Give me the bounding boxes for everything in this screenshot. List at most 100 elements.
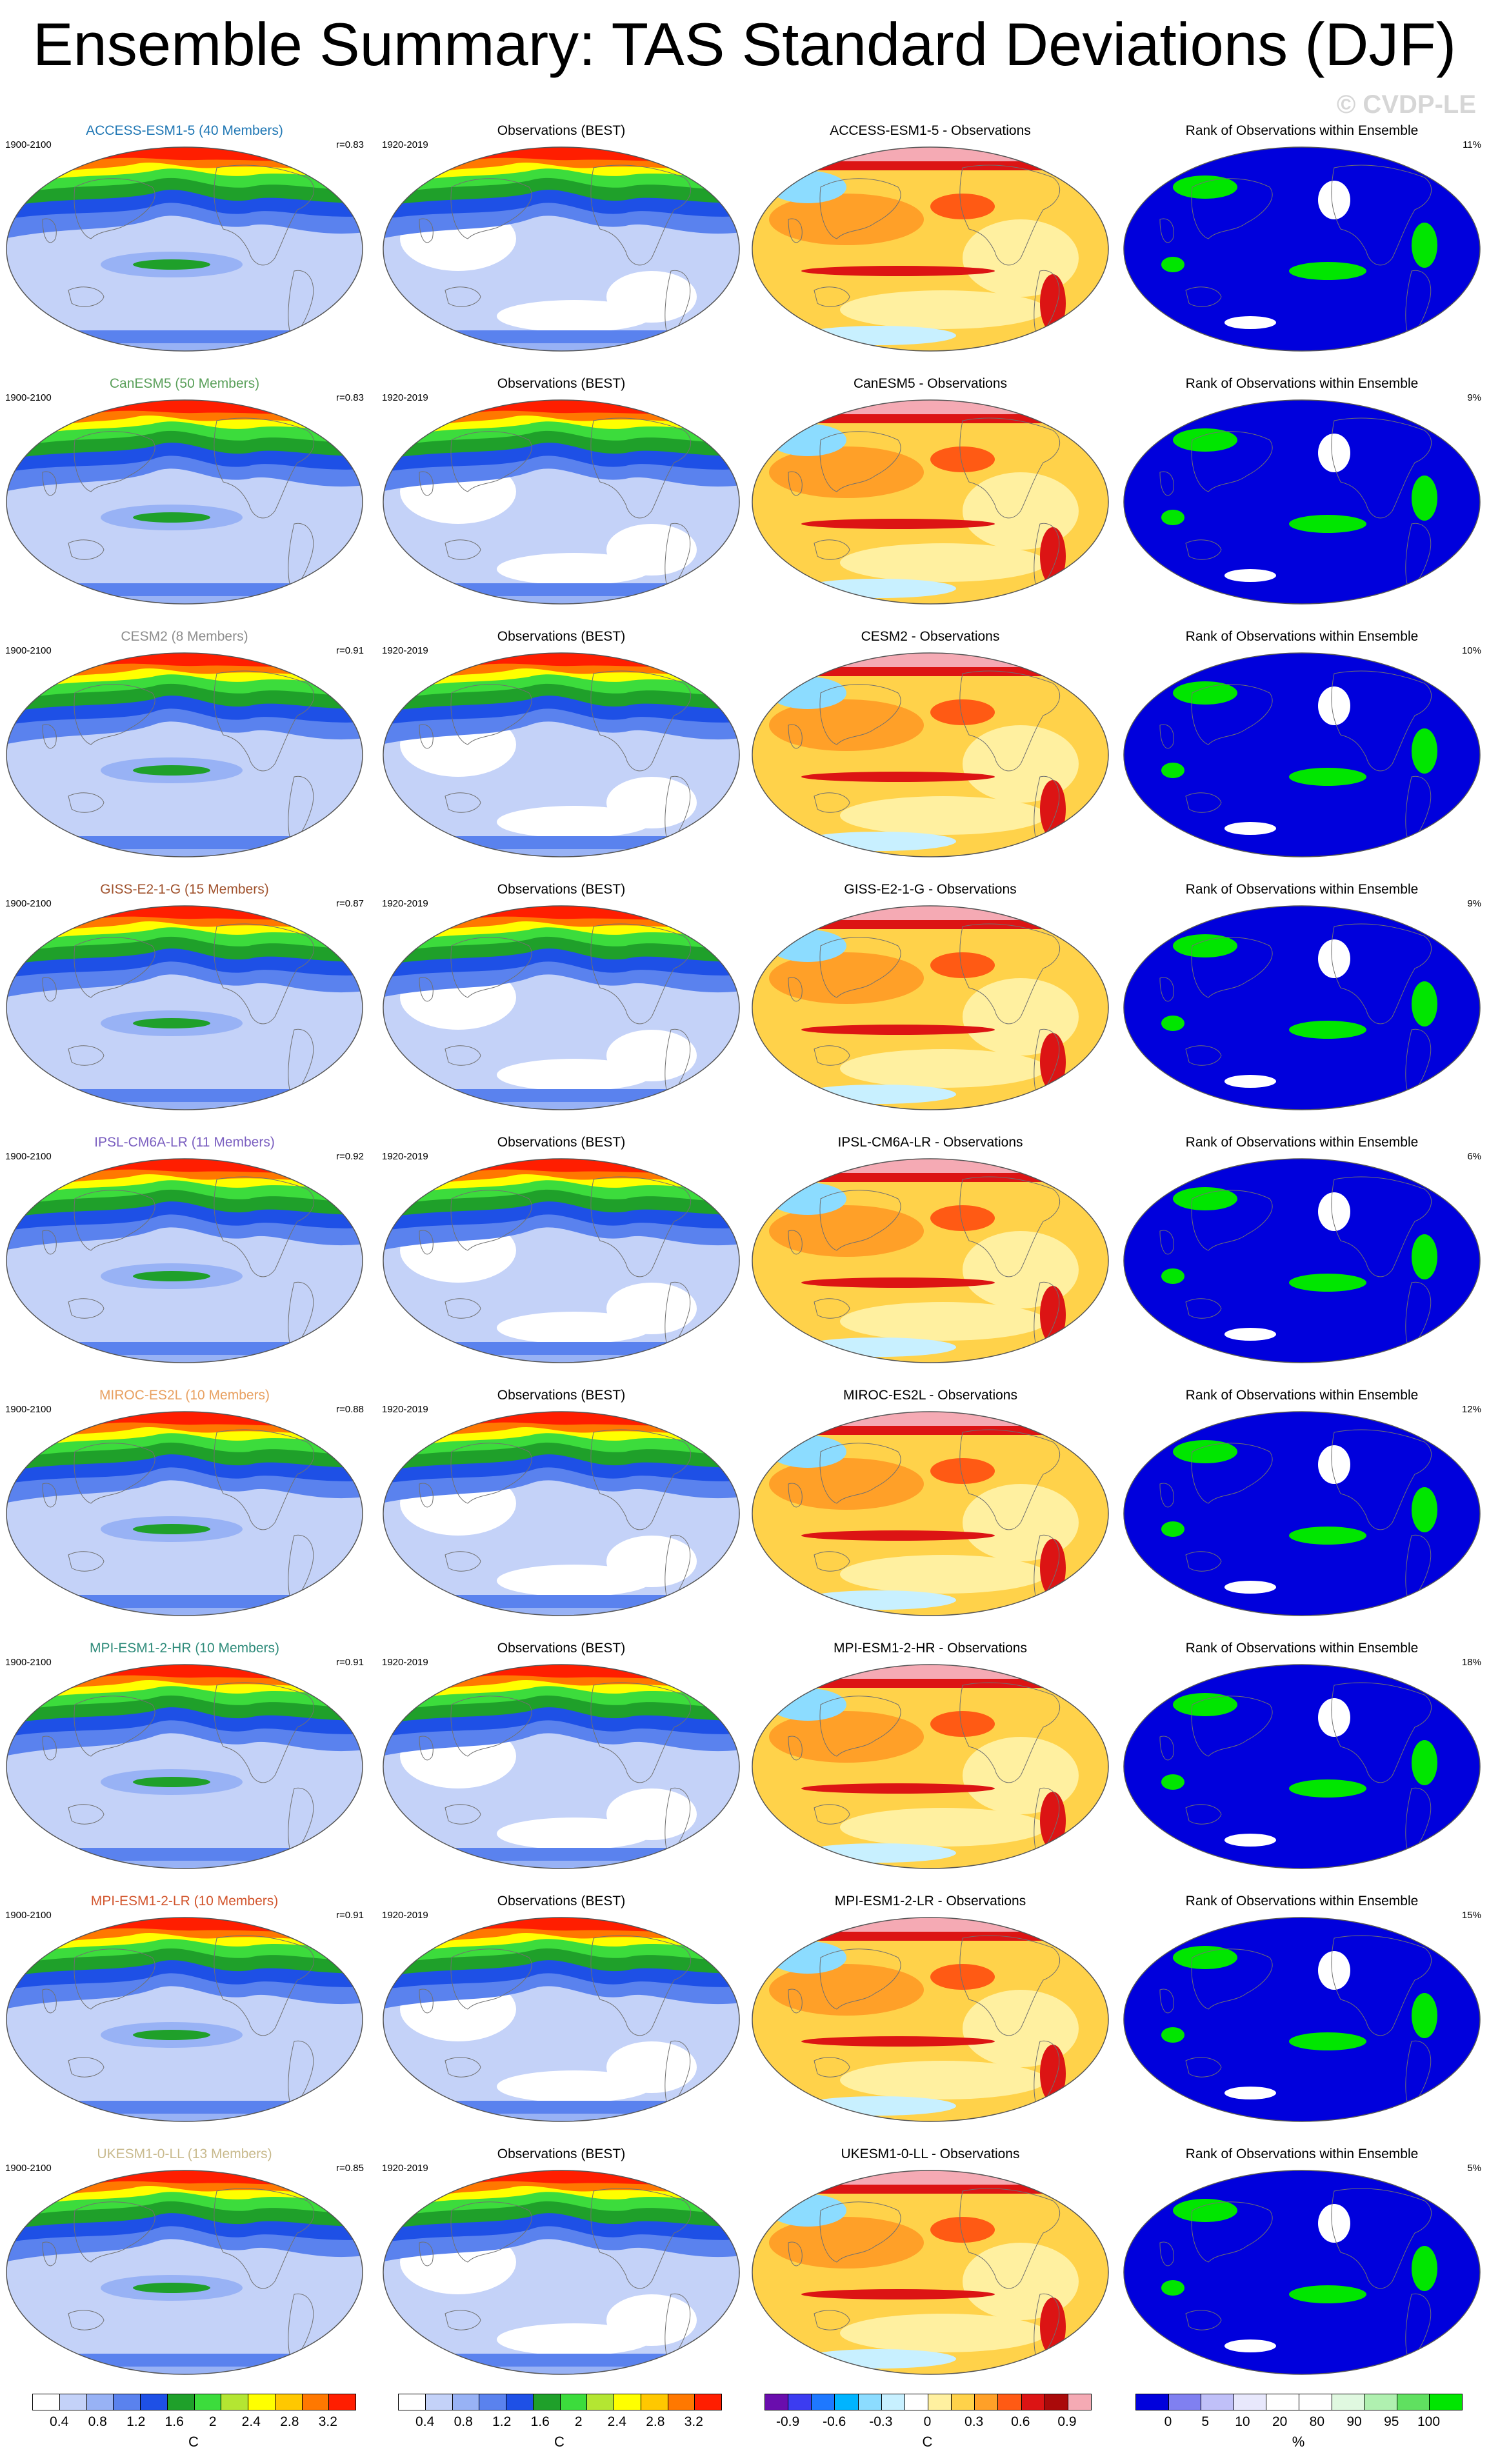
colorbar-swatch [248,2394,275,2410]
diff-map [752,905,1109,1110]
colorbar-swatch [506,2394,534,2410]
obs-map [383,1917,740,2122]
std-map [6,399,363,605]
diff-map [752,1411,1109,1616]
colorbar-tick-label: 0.3 [964,2414,984,2429]
rank-title: Rank of Observations within Ensemble [1185,1894,1419,1908]
model-title: GISS-E2-1-G (15 Members) [100,882,269,897]
period-label: 1900-2100 [5,1910,52,1921]
map-panel-rank: Rank of Observations within Ensemble 18% [1121,1640,1483,1893]
colorbar-swatch [975,2394,999,2410]
period-label: 1900-2100 [5,898,52,909]
difference-title: ACCESS-ESM1-5 - Observations [830,123,1031,138]
colorbar-swatch [614,2394,641,2410]
period-label: 1900-2100 [5,2163,52,2174]
colorbar-swatch [1299,2394,1332,2410]
colorbar-tick-label: 0 [923,2414,932,2429]
panel-row: MPI-ESM1-2-LR (10 Members) 1900-2100 r=0.9… [0,1893,1489,2146]
map-panel-obs: Observations (BEST) 1920-2019 [381,881,742,1134]
diff-map [752,1158,1109,1363]
rank-map [1123,1158,1481,1363]
rank-title: Rank of Observations within Ensemble [1185,2147,1419,2161]
colorbar-tick-label: 90 [1346,2414,1362,2429]
observations-title: Observations (BEST) [497,882,626,897]
period-label: 1900-2100 [5,645,52,656]
difference-title: GISS-E2-1-G - Observations [844,882,1017,897]
colorbar-swatch [33,2394,60,2410]
colorbar-swatch [275,2394,303,2410]
colorbar-tick-label: 1.6 [530,2414,550,2429]
colorbar-tick-label: 2.4 [607,2414,626,2429]
colorbar-unit: C [188,2434,199,2450]
rank-map [1123,2170,1481,2375]
colorbar-swatch [1136,2394,1169,2410]
period-label: 1900-2100 [5,392,52,403]
panel-row: MPI-ESM1-2-HR (10 Members) 1900-2100 r=0.9… [0,1640,1489,1893]
rank-percent: 9% [1467,392,1481,403]
map-panel-std: MPI-ESM1-2-LR (10 Members) 1900-2100 r=0.9… [4,1893,365,2146]
colorbar-swatch [904,2394,928,2410]
rank-percent: 11% [1463,139,1481,150]
map-panel-obs: Observations (BEST) 1920-2019 [381,376,742,628]
colorbar-std-obs: 0.4 0.8 1.2 1.6 2 2.4 2.8 3.2 C [398,2394,722,2458]
period-label: 1920-2019 [382,1657,428,1668]
rank-map [1123,1917,1481,2122]
colorbar-std-model: 0.4 0.8 1.2 1.6 2 2.4 2.8 3.2 C [32,2394,356,2458]
colorbar-swatches [398,2394,722,2410]
observations-title: Observations (BEST) [497,1641,626,1656]
model-title: ACCESS-ESM1-5 (40 Members) [86,123,283,138]
colorbar-swatch [1364,2394,1397,2410]
period-label: 1920-2019 [382,392,428,403]
period-label: 1920-2019 [382,1404,428,1415]
panel-row: IPSL-CM6A-LR (11 Members) 1900-2100 r=0.92… [0,1134,1489,1387]
map-panel-std: IPSL-CM6A-LR (11 Members) 1900-2100 r=0.92 [4,1134,365,1387]
colorbar-swatch [59,2394,87,2410]
period-label: 1900-2100 [5,1404,52,1415]
difference-title: CanESM5 - Observations [853,376,1008,391]
period-label: 1920-2019 [382,139,428,150]
colorbar-swatch [452,2394,480,2410]
colorbar-swatch [533,2394,561,2410]
map-panel-std: UKESM1-0-LL (13 Members) 1900-2100 r=0.85 [4,2146,365,2399]
colorbar-tick-label: 3.2 [318,2414,337,2429]
observations-title: Observations (BEST) [497,123,626,138]
period-label: 1900-2100 [5,1151,52,1162]
page-title: Ensemble Summary: TAS Standard Deviation… [32,10,1457,78]
colorbar-tick-label: 20 [1272,2414,1288,2429]
rank-map [1123,1411,1481,1616]
colorbar-swatches [1135,2394,1463,2410]
std-map [6,1664,363,1869]
colorbar-swatch [1430,2394,1462,2410]
colorbar-swatches [764,2394,1092,2410]
map-panel-rank: Rank of Observations within Ensemble 11% [1121,123,1483,376]
pattern-correlation: r=0.91 [336,1910,364,1921]
colorbar-swatch [858,2394,882,2410]
rank-title: Rank of Observations within Ensemble [1185,629,1419,644]
map-panel-diff: MPI-ESM1-2-HR - Observations [750,1640,1111,1893]
observations-title: Observations (BEST) [497,1388,626,1403]
colorbar-tick-label: 2.8 [280,2414,299,2429]
pattern-correlation: r=0.87 [336,898,364,909]
map-panel-rank: Rank of Observations within Ensemble 10% [1121,628,1483,881]
panel-row: UKESM1-0-LL (13 Members) 1900-2100 r=0.85 O… [0,2146,1489,2399]
map-panel-rank: Rank of Observations within Ensemble 5% [1121,2146,1483,2399]
colorbar-swatch [425,2394,453,2410]
colorbar-tick-label: 100 [1417,2414,1441,2429]
map-panel-std: CanESM5 (50 Members) 1900-2100 r=0.83 [4,376,365,628]
colorbar-swatch [1332,2394,1365,2410]
colorbar-tick-label: 95 [1384,2414,1399,2429]
obs-map [383,2170,740,2375]
model-title: IPSL-CM6A-LR (11 Members) [94,1135,275,1150]
rank-title: Rank of Observations within Ensemble [1185,123,1419,138]
colorbar-tick-label: 5 [1201,2414,1210,2429]
map-panel-obs: Observations (BEST) 1920-2019 [381,1387,742,1640]
colorbar-tick-label: 0.6 [1011,2414,1030,2429]
observations-title: Observations (BEST) [497,1894,626,1908]
rank-percent: 15% [1461,1910,1481,1921]
pattern-correlation: r=0.83 [336,392,364,403]
difference-title: IPSL-CM6A-LR - Observations [837,1135,1023,1150]
rank-percent: 10% [1461,645,1481,656]
colorbar-tick-label: -0.3 [869,2414,893,2429]
rank-percent: 12% [1461,1404,1481,1415]
